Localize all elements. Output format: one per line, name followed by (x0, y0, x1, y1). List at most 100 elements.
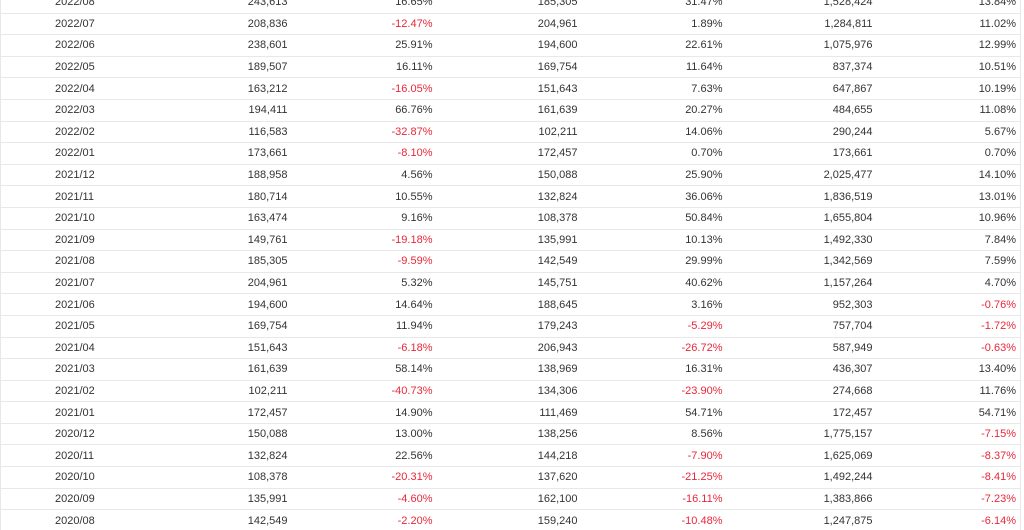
cell-value-2: 132,824 (440, 185, 586, 208)
cell-change-2: 10.13% (585, 229, 731, 252)
cell-month: 2020/10 (0, 466, 151, 489)
cell-value-3: 2,025,477 (730, 164, 881, 187)
cell-change-3: 11.76% (880, 380, 1021, 403)
cell-value-3: 1,528,424 (730, 0, 881, 14)
cell-change-3: -7.23% (880, 488, 1021, 511)
table-row: 2021/10 163,474 9.16% 108,378 50.84% 1,655,80… (0, 207, 1021, 230)
cell-value-1: 208,836 (150, 13, 296, 36)
cell-change-1: 14.64% (295, 293, 441, 316)
cell-change-3: 0.70% (880, 142, 1021, 165)
cell-value-3: 1,655,804 (730, 207, 881, 230)
cell-value-3: 1,342,569 (730, 250, 881, 273)
cell-change-1: -9.59% (295, 250, 441, 273)
cell-value-2: 194,600 (440, 34, 586, 57)
cell-change-1: -19.18% (295, 229, 441, 252)
cell-value-3: 290,244 (730, 121, 881, 144)
cell-change-1: 22.56% (295, 444, 441, 468)
cell-value-1: 108,378 (150, 466, 296, 489)
cell-month: 2021/07 (0, 272, 151, 295)
cell-value-1: 194,411 (150, 99, 296, 122)
cell-value-3: 837,374 (730, 56, 881, 79)
cell-value-2: 185,305 (440, 0, 586, 14)
table-row: 2021/12 188,958 4.56% 150,088 25.90% 2,025,47… (0, 164, 1021, 187)
cell-value-2: 159,240 (440, 509, 586, 530)
table-row: 2022/01 173,661 -8.10% 172,457 0.70% 173,661 0… (0, 142, 1021, 165)
cell-change-2: 31.47% (585, 0, 731, 14)
cell-value-2: 138,256 (440, 423, 586, 446)
cell-value-1: 161,639 (150, 358, 296, 381)
cell-month: 2021/01 (0, 401, 151, 424)
cell-month: 2022/04 (0, 77, 151, 100)
cell-change-2: 14.06% (585, 121, 731, 144)
cell-change-3: -8.41% (880, 466, 1021, 489)
table-row: 2022/05 189,507 16.11% 169,754 11.64% 837,374… (0, 56, 1021, 79)
cell-change-3: 14.10% (880, 164, 1021, 187)
cell-month: 2022/03 (0, 99, 151, 122)
cell-month: 2020/12 (0, 423, 151, 446)
cell-change-2: -16.11% (585, 488, 731, 511)
table-row: 2021/04 151,643 -6.18% 206,943 -26.72% 587,94… (0, 337, 1021, 360)
cell-change-1: 4.56% (295, 164, 441, 187)
cell-change-1: -16.05% (295, 77, 441, 100)
cell-change-3: -0.76% (880, 293, 1021, 316)
cell-value-1: 116,583 (150, 121, 296, 144)
cell-value-2: 172,457 (440, 142, 586, 165)
cell-value-2: 150,088 (440, 164, 586, 187)
cell-month: 2020/11 (0, 444, 151, 468)
cell-value-1: 132,824 (150, 444, 296, 468)
cell-change-1: -4.60% (295, 488, 441, 511)
cell-month: 2021/11 (0, 185, 151, 208)
table-row: 2020/11 132,824 22.56% 144,218 -7.90% 1,625,0… (0, 444, 1021, 468)
cell-month: 2022/08 (0, 0, 151, 14)
cell-value-1: 151,643 (150, 337, 296, 360)
cell-change-1: 5.32% (295, 272, 441, 295)
cell-change-2: 0.70% (585, 142, 731, 165)
cell-value-1: 142,549 (150, 509, 296, 530)
cell-value-3: 1,247,875 (730, 509, 881, 530)
cell-change-3: 10.51% (880, 56, 1021, 79)
cell-change-2: 36.06% (585, 185, 731, 208)
cell-change-2: 40.62% (585, 272, 731, 295)
cell-change-1: -20.31% (295, 466, 441, 489)
cell-change-2: -26.72% (585, 337, 731, 360)
cell-month: 2021/04 (0, 337, 151, 360)
table-row: 2020/12 150,088 13.00% 138,256 8.56% 1,775,15… (0, 423, 1021, 446)
cell-value-2: 111,469 (440, 401, 586, 424)
cell-value-3: 172,457 (730, 401, 881, 424)
cell-change-1: 10.55% (295, 185, 441, 208)
cell-value-2: 169,754 (440, 56, 586, 79)
cell-change-1: 11.94% (295, 315, 441, 338)
cell-value-1: 169,754 (150, 315, 296, 338)
cell-change-3: 13.01% (880, 185, 1021, 208)
cell-change-3: 13.84% (880, 0, 1021, 14)
cell-change-1: -32.87% (295, 121, 441, 144)
cell-change-2: -10.48% (585, 509, 731, 530)
cell-change-2: 25.90% (585, 164, 731, 187)
cell-change-3: 13.40% (880, 358, 1021, 381)
cell-month: 2021/05 (0, 315, 151, 338)
cell-value-3: 1,492,330 (730, 229, 881, 252)
cell-value-2: 188,645 (440, 293, 586, 316)
cell-change-1: -40.73% (295, 380, 441, 403)
cell-value-1: 194,600 (150, 293, 296, 316)
cell-change-3: 7.84% (880, 229, 1021, 252)
cell-month: 2022/02 (0, 121, 151, 144)
cell-month: 2021/06 (0, 293, 151, 316)
cell-change-2: 11.64% (585, 56, 731, 79)
cell-change-1: 9.16% (295, 207, 441, 230)
cell-value-3: 1,625,069 (730, 444, 881, 468)
cell-month: 2021/02 (0, 380, 151, 403)
cell-value-3: 173,661 (730, 142, 881, 165)
cell-value-3: 1,836,519 (730, 185, 881, 208)
cell-change-1: -2.20% (295, 509, 441, 530)
cell-change-1: 66.76% (295, 99, 441, 122)
cell-change-1: -12.47% (295, 13, 441, 36)
cell-change-2: 7.63% (585, 77, 731, 100)
cell-change-2: 20.27% (585, 99, 731, 122)
cell-value-2: 134,306 (440, 380, 586, 403)
cell-month: 2021/10 (0, 207, 151, 230)
cell-change-1: 58.14% (295, 358, 441, 381)
cell-change-1: 16.11% (295, 56, 441, 79)
